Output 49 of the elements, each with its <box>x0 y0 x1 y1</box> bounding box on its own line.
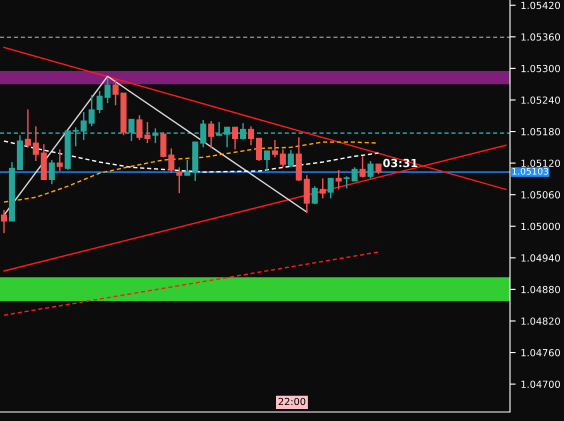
candlestick <box>320 178 326 200</box>
candlestick <box>336 169 342 190</box>
candlestick <box>272 139 278 158</box>
candlestick <box>144 121 150 144</box>
candlestick <box>24 108 31 148</box>
line-series <box>3 140 380 173</box>
candlestick <box>288 149 294 168</box>
y-tick-label: 1.05420 <box>521 2 560 10</box>
candlestick <box>328 178 334 200</box>
annotation: 03:31 <box>383 158 418 168</box>
candlestick <box>304 174 310 214</box>
candlestick <box>56 148 63 172</box>
y-tick-label: 1.05240 <box>521 96 560 104</box>
candlestick <box>248 126 254 146</box>
y-tick-label: 1.05000 <box>521 222 560 230</box>
candlestick <box>104 76 111 104</box>
y-tick-label: 1.05300 <box>521 64 560 72</box>
candlestick <box>168 148 174 174</box>
candlestick <box>280 148 286 168</box>
candlestick <box>160 131 166 158</box>
candlestick <box>375 163 382 175</box>
candlestick <box>112 79 119 106</box>
y-tick-label: 1.05060 <box>521 191 560 199</box>
y-tick-label: 1.05360 <box>521 33 560 41</box>
candlestick <box>368 160 374 180</box>
annotation: 22:00 <box>278 398 306 406</box>
y-tick-label: 1.04880 <box>521 286 560 294</box>
candlestick <box>264 150 270 172</box>
candlestick <box>352 166 358 182</box>
candlestick <box>208 120 214 150</box>
candlestick <box>0 209 8 234</box>
candlestick <box>96 90 103 114</box>
y-tick-label: 1.04940 <box>521 254 560 262</box>
candlestick <box>256 138 262 162</box>
candlestick <box>48 159 55 185</box>
candlestick <box>312 186 318 205</box>
candlestick <box>232 126 238 150</box>
y-tick-label: 1.04820 <box>521 317 560 325</box>
y-tick-label: 1.05120 <box>521 160 560 167</box>
y-tick-label: 1.04760 <box>521 349 560 356</box>
candlestick <box>360 156 366 178</box>
ref-line-label: 1.05103 <box>512 168 548 175</box>
y-tick-label: 1.05180 <box>521 128 560 136</box>
candlestick <box>176 166 182 194</box>
candlestick <box>136 114 142 141</box>
candlestick <box>32 126 39 162</box>
candlestick <box>344 176 350 190</box>
y-tick-label: 1.04700 <box>521 380 560 388</box>
candlestick <box>88 94 95 127</box>
